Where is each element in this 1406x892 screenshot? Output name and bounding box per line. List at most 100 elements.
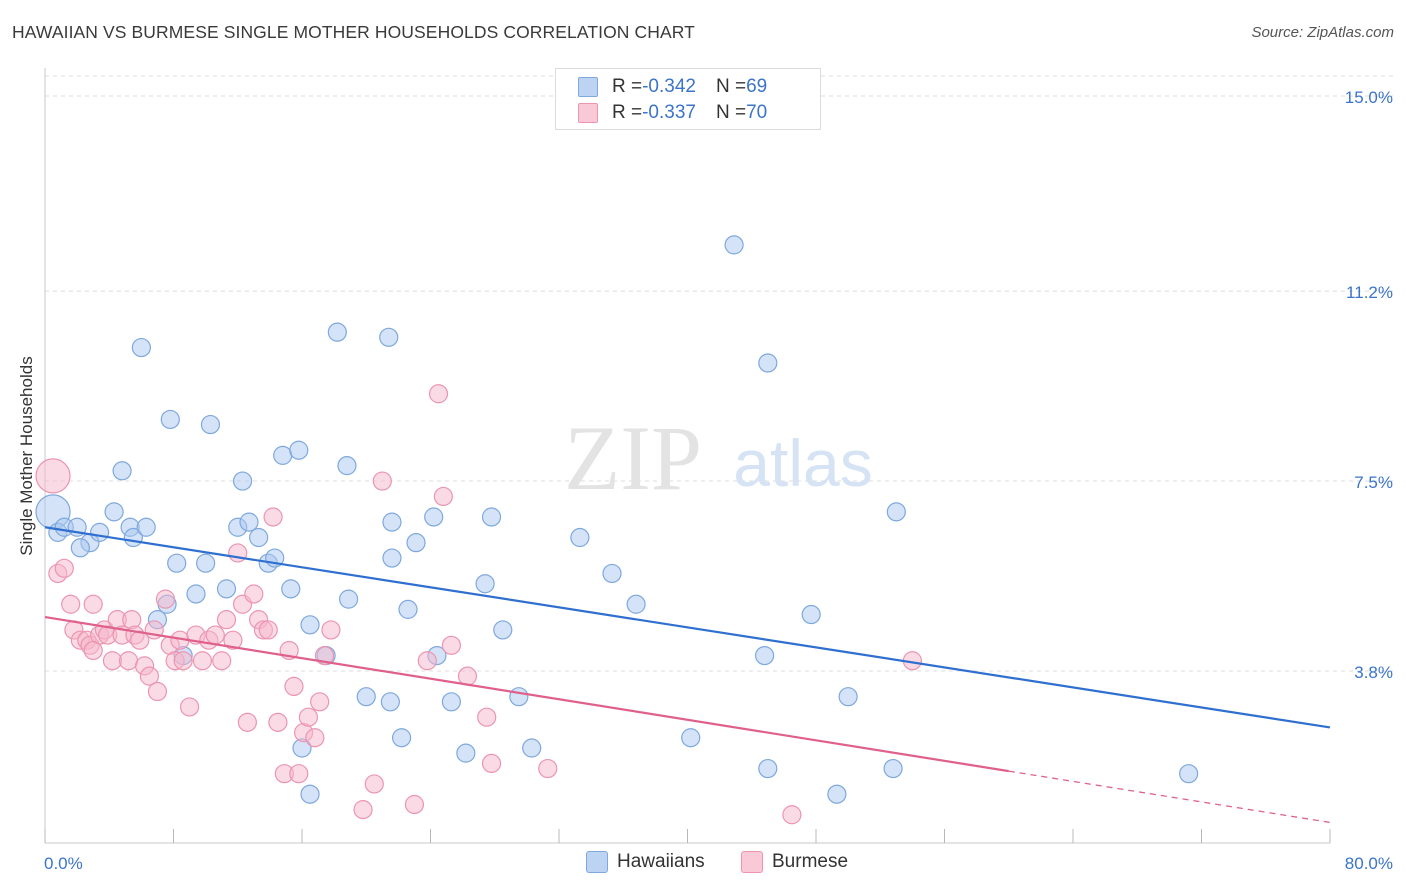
hawaiians-point — [382, 512, 402, 532]
hawaiians-point — [196, 553, 216, 573]
chart-title: HAWAIIAN VS BURMESE SINGLE MOTHER HOUSEH… — [12, 22, 695, 42]
x-tick-label: 80.0% — [1345, 854, 1393, 873]
burmese-trendline — [44, 616, 1009, 773]
burmese-point — [173, 651, 193, 671]
hawaiians-point — [239, 512, 259, 532]
hawaiians-point — [838, 687, 858, 707]
burmese-point — [310, 692, 330, 712]
burmese-point — [538, 758, 558, 779]
hawaiians-point — [160, 409, 180, 430]
hawaiians-swatch — [578, 77, 598, 97]
chart-source: Source: ZipAtlas.com — [1251, 24, 1394, 41]
burmese-point — [433, 486, 453, 507]
trend-layer — [44, 526, 1331, 824]
legend-label-hawaiians: Hawaiians — [617, 851, 705, 872]
watermark-atlas: atlas — [733, 426, 872, 500]
legend-label-burmese: Burmese — [772, 851, 849, 872]
hawaiians-point — [827, 784, 847, 804]
hawaiians-point — [337, 456, 357, 476]
hawaiians-point — [724, 235, 744, 255]
burmese-point — [223, 630, 243, 650]
burmese-point — [305, 728, 325, 748]
hawaiians-point — [300, 615, 320, 635]
hawaiians-point — [886, 502, 906, 522]
y-tick-label: 3.8% — [1354, 663, 1393, 682]
series-legend: Hawaiians Burmese — [0, 851, 1406, 877]
burmese-point — [477, 707, 497, 727]
burmese-point — [372, 471, 392, 491]
hawaiians-point — [356, 687, 376, 707]
burmese-point — [237, 712, 257, 732]
x-tick-label: 0.0% — [44, 854, 83, 873]
hawaiians-point — [380, 692, 400, 712]
burmese-point — [83, 640, 103, 661]
grid-layer — [45, 75, 1393, 672]
r-label: R = — [612, 76, 643, 97]
hawaiians-point — [391, 728, 412, 748]
legend-item-burmese[interactable]: Burmese — [741, 851, 848, 873]
y-axis-label: Single Mother Households — [17, 356, 36, 556]
hawaiians-point — [379, 327, 399, 347]
legend-stats: R = -0.342 N = 69 R = -0.337 N = 70 — [555, 68, 821, 130]
hawaiians-point — [681, 728, 701, 748]
burmese-point — [205, 625, 225, 645]
burmese-point — [61, 594, 81, 614]
burmese-point — [147, 681, 168, 702]
burmese-point — [268, 712, 288, 732]
burmese-point — [192, 651, 213, 671]
hawaiians-trendline — [44, 526, 1331, 729]
hawaiians-point — [249, 527, 269, 548]
hawaiians-point — [626, 594, 646, 614]
burmese-point — [481, 753, 502, 774]
burmese-point — [54, 558, 74, 578]
burmese-point — [102, 651, 123, 671]
burmese-point — [263, 507, 283, 527]
hawaiians-point — [131, 337, 151, 358]
hawaiians-point — [281, 579, 301, 599]
burmese-point — [441, 635, 461, 655]
burmese-point — [417, 651, 437, 671]
axes-layer — [44, 68, 1331, 844]
burmese-point — [122, 610, 142, 630]
hawaiians-point — [456, 743, 476, 763]
burmese-point — [782, 805, 802, 825]
burmese-point — [404, 794, 425, 815]
hawaiians-point — [758, 353, 778, 373]
burmese-point — [353, 800, 373, 820]
burmese-legend-swatch — [741, 851, 763, 873]
watermark-zip: ZIP — [564, 407, 702, 509]
hawaiians-point — [327, 322, 347, 342]
hawaiians-point — [112, 461, 132, 481]
y-tick-label: 15.0% — [1345, 88, 1393, 107]
hawaiians-point — [509, 687, 529, 707]
hawaiians-point — [493, 620, 513, 640]
hawaiians-point — [602, 563, 622, 584]
burmese-point — [155, 589, 176, 609]
hawaiians-point — [481, 507, 502, 527]
hawaiians-point — [167, 553, 187, 573]
points-layer — [35, 235, 1199, 825]
legend-row-burmese: R = -0.337 N = 70 — [578, 100, 767, 126]
hawaiians-legend-swatch — [586, 851, 608, 873]
legend-item-hawaiians[interactable]: Hawaiians — [586, 851, 705, 873]
burmese-point — [428, 384, 449, 404]
hawaiians-point — [186, 584, 206, 604]
hawaiians-point — [424, 507, 444, 527]
burmese-point — [289, 764, 309, 784]
hawaiians-point — [475, 574, 495, 594]
burmese-point — [179, 697, 200, 717]
hawaiians-point — [104, 502, 124, 522]
watermark: ZIP atlas — [564, 407, 873, 509]
hawaiians-point — [216, 579, 237, 599]
burmese-point — [83, 594, 103, 614]
hawaiians-point — [136, 517, 156, 537]
hawaiians-point — [758, 758, 778, 779]
hawaiians-point — [289, 440, 309, 460]
hawaiians-point — [338, 589, 359, 609]
n-label: N = — [715, 102, 747, 123]
burmese-point — [216, 610, 237, 630]
burmese-point — [118, 651, 139, 671]
burmese-point — [457, 666, 478, 686]
hawaiians-point — [398, 599, 418, 619]
